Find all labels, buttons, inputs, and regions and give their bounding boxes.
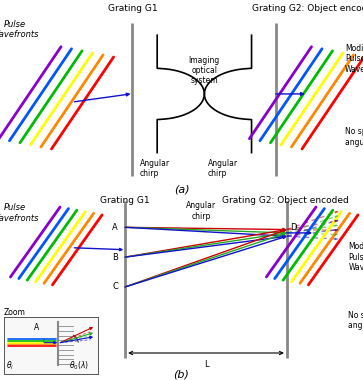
Text: Grating G1: Grating G1: [108, 4, 157, 13]
Text: Angular
chirp: Angular chirp: [208, 159, 238, 178]
Text: Grating G2: Object encoded: Grating G2: Object encoded: [221, 196, 348, 205]
Text: Imaging
optical
system: Imaging optical system: [189, 55, 220, 86]
Text: Grating G2: Object encoded: Grating G2: Object encoded: [252, 4, 363, 13]
Text: Angular
chirp: Angular chirp: [140, 159, 170, 178]
Text: L: L: [204, 361, 208, 369]
Text: $\theta_0(\lambda)$: $\theta_0(\lambda)$: [69, 359, 89, 372]
Text: B: B: [112, 253, 118, 261]
Text: D: D: [290, 223, 297, 232]
Text: A: A: [112, 223, 118, 232]
Text: No spatial and
angular chirp: No spatial and angular chirp: [348, 311, 363, 330]
Text: (b): (b): [174, 369, 189, 379]
Text: Modified
Pulse
Wavefronts: Modified Pulse Wavefronts: [348, 242, 363, 272]
Text: Grating G1: Grating G1: [101, 196, 150, 205]
Text: Pulse
Wavefronts: Pulse Wavefronts: [0, 203, 38, 223]
Text: No spatial and
angular chirp: No spatial and angular chirp: [345, 127, 363, 147]
Text: $\theta_i$: $\theta_i$: [6, 359, 14, 372]
Text: Modified
Pulse
Wavefronts: Modified Pulse Wavefronts: [345, 44, 363, 74]
Text: Zoom: Zoom: [4, 307, 25, 317]
Text: Pulse
Wavefronts: Pulse Wavefronts: [0, 19, 38, 39]
Text: (a): (a): [174, 185, 189, 195]
Text: C: C: [112, 282, 118, 291]
Text: A: A: [34, 323, 39, 332]
Text: Angular
chirp: Angular chirp: [187, 201, 216, 221]
